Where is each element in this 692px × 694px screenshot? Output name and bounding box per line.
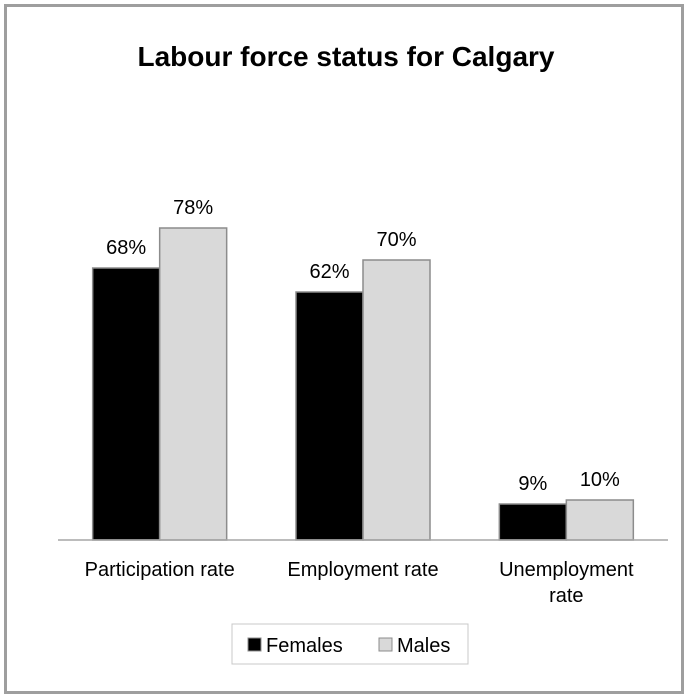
category-label-3-line-1: Unemployment xyxy=(499,559,634,581)
data-label-females-1: 68% xyxy=(106,237,146,259)
data-label-females-2: 62% xyxy=(309,261,349,283)
legend-label-females: Females xyxy=(266,635,343,657)
category-labels: Participation rate Employment rate Unemplo… xyxy=(85,559,634,607)
bar-females-2 xyxy=(295,291,364,541)
legend-box xyxy=(231,623,469,665)
data-label-males-1: 78% xyxy=(173,197,213,219)
bar-females-1 xyxy=(91,267,161,541)
bar-males-1 xyxy=(158,227,228,541)
bar-males-3 xyxy=(565,499,635,541)
data-label-males-3: 10% xyxy=(580,469,620,491)
bars-group: 68% 78% 62% 70% 9% 10% xyxy=(91,197,635,541)
bar-chart: Labour force status for Calgary 68% 78% 62… xyxy=(58,41,668,665)
category-label-1: Participation rate xyxy=(85,559,235,581)
legend-swatch-males xyxy=(378,637,393,652)
data-label-females-3: 9% xyxy=(518,473,547,495)
category-label-3-line-2: rate xyxy=(549,585,583,607)
chart-title: Labour force status for Calgary xyxy=(138,41,555,72)
legend: Females Males xyxy=(231,623,469,665)
category-label-2: Employment rate xyxy=(287,559,438,581)
legend-label-males: Males xyxy=(397,635,450,657)
legend-swatch-females xyxy=(247,637,262,652)
bar-males-2 xyxy=(362,259,431,541)
data-label-males-2: 70% xyxy=(376,229,416,251)
bar-females-3 xyxy=(498,503,568,541)
